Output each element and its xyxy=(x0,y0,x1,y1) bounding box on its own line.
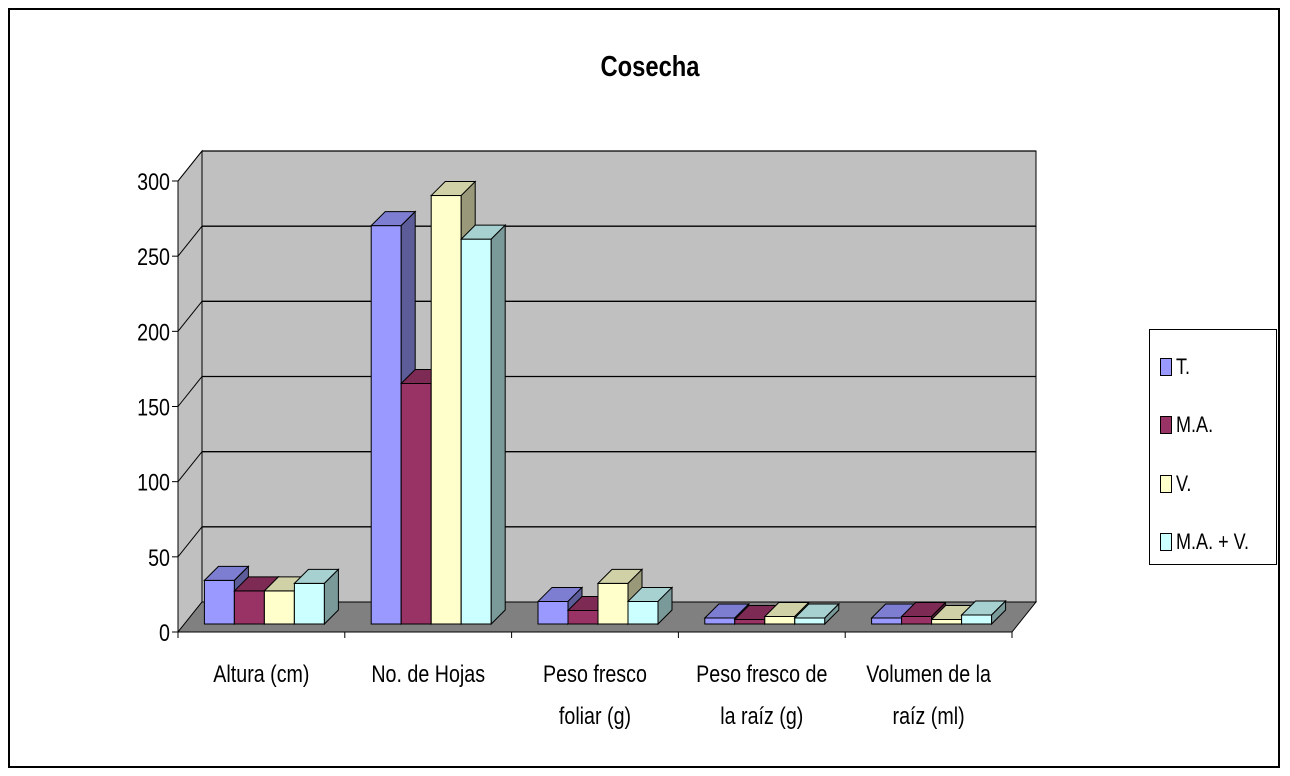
x-category-label: Peso fresco de xyxy=(696,660,827,687)
y-tick-label: 250 xyxy=(137,243,170,270)
x-category-label: foliar (g) xyxy=(559,702,631,729)
gridline-side xyxy=(177,150,203,182)
legend-label-v: V. xyxy=(1176,471,1192,496)
bar-front xyxy=(400,382,432,625)
bar-front xyxy=(734,618,766,625)
y-tick-label: 300 xyxy=(137,168,170,195)
y-tick-label: 100 xyxy=(137,469,170,496)
bar-front xyxy=(370,225,402,625)
legend-item-ma: M.A. xyxy=(1160,410,1221,440)
legend-label-ma: M.A. xyxy=(1176,412,1214,437)
legend-label-mav: M.A. + V. xyxy=(1176,529,1250,554)
bar-side xyxy=(323,568,339,626)
y-tick-label: 0 xyxy=(159,619,170,646)
bar-front xyxy=(430,195,462,625)
x-category-label: Peso fresco xyxy=(543,660,647,687)
x-category-label: raíz (ml) xyxy=(893,702,965,729)
chart-title: Cosecha xyxy=(600,50,699,83)
legend-swatch-t xyxy=(1160,358,1172,376)
x-category-label: la raíz (g) xyxy=(720,702,803,729)
bar-front xyxy=(203,579,235,625)
bar-front xyxy=(627,600,659,625)
bar-front xyxy=(901,615,933,625)
gridline-side xyxy=(177,225,203,257)
gridline-side xyxy=(177,451,203,482)
x-category-label: No. de Hojas xyxy=(371,660,485,687)
y-tick-label: 50 xyxy=(148,544,170,571)
bar-front xyxy=(263,590,295,625)
legend-swatch-mav xyxy=(1160,533,1172,551)
bar-side xyxy=(824,602,840,626)
legend-item-v: V. xyxy=(1160,469,1195,499)
bar-side xyxy=(490,223,506,626)
bar-side xyxy=(991,599,1007,626)
bar-side xyxy=(657,586,673,626)
x-category-label: Volumen de la xyxy=(866,660,991,687)
gridline-side xyxy=(177,301,203,332)
bar-front xyxy=(293,582,325,625)
legend-item-mav: M.A. + V. xyxy=(1160,527,1265,557)
bar-front xyxy=(961,614,993,625)
gridline-side xyxy=(177,376,203,407)
bar-front xyxy=(931,618,963,625)
legend-swatch-ma xyxy=(1160,416,1172,434)
legend: T. M.A. V. M.A. + V. xyxy=(1149,329,1277,565)
y-tick-label: 200 xyxy=(137,318,170,345)
bar-front xyxy=(460,238,492,625)
bar-front xyxy=(537,600,569,625)
gridline-side xyxy=(177,526,203,558)
legend-label-t: T. xyxy=(1176,354,1191,379)
bar-front xyxy=(597,582,629,625)
legend-swatch-v xyxy=(1160,475,1172,493)
bar-front xyxy=(567,609,599,625)
bar-front xyxy=(871,617,903,625)
bar-front xyxy=(704,617,736,625)
legend-item-t: T. xyxy=(1160,352,1193,382)
x-category-label: Altura (cm) xyxy=(213,660,309,687)
y-tick-label: 150 xyxy=(137,394,170,421)
bar-front xyxy=(233,590,265,625)
bar-front xyxy=(764,615,796,625)
bar-front xyxy=(794,617,826,625)
